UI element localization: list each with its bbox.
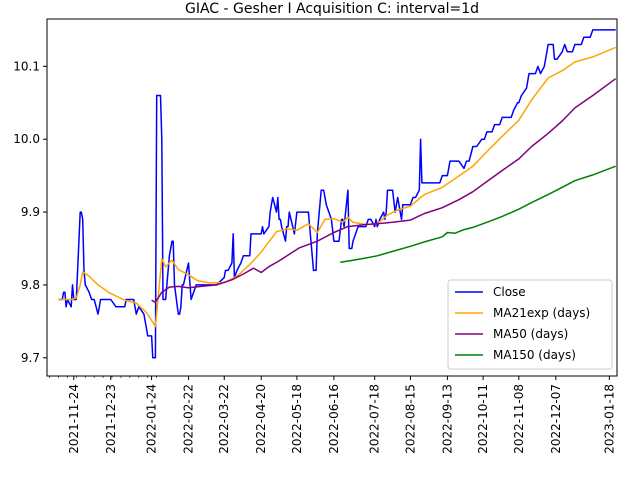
- legend-label: MA50 (days): [493, 327, 568, 341]
- y-tick-label: 9.9: [21, 205, 40, 219]
- x-tick-label: 2022-08-15: [403, 384, 417, 454]
- legend-label: Close: [493, 285, 526, 299]
- x-tick-label: 2022-05-18: [290, 384, 304, 454]
- x-tick-label: 2022-12-07: [549, 384, 563, 454]
- x-tick-label: 2021-12-23: [104, 384, 118, 454]
- x-tick-label: 2022-01-24: [145, 384, 159, 454]
- x-tick-label: 2022-11-08: [512, 384, 526, 454]
- x-tick-label: 2023-01-18: [602, 384, 616, 454]
- y-axis: 9.7 9.8 9.9 10.0 10.1: [13, 59, 47, 365]
- series-line-2: [151, 78, 617, 304]
- plot-lines: [58, 29, 617, 359]
- series-line-1: [58, 46, 616, 328]
- y-tick-label: 9.7: [21, 351, 40, 365]
- series-line-0: [58, 29, 616, 359]
- x-tick-label: 2022-02-22: [182, 384, 196, 454]
- series-line-3: [340, 165, 616, 264]
- x-tick-label: 2022-06-16: [327, 384, 341, 454]
- legend: Close MA21exp (days) MA50 (days) MA150 (day…: [447, 279, 613, 370]
- x-tick-label: 2021-11-24: [67, 384, 81, 454]
- y-tick-label: 10.0: [13, 132, 40, 146]
- x-tick-label: 2022-10-11: [476, 384, 490, 454]
- chart-title: GIAC - Gesher I Acquisition C: interval=…: [185, 1, 479, 17]
- x-axis: 2021-11-24 2021-12-23 2022-01-24 2022-02-22…: [49, 376, 616, 454]
- x-tick-label: 2022-03-22: [217, 384, 231, 454]
- legend-label: MA21exp (days): [493, 306, 590, 320]
- x-tick-label: 2022-04-20: [254, 384, 268, 454]
- y-tick-label: 9.8: [21, 278, 40, 292]
- legend-label: MA150 (days): [493, 348, 576, 362]
- x-tick-label: 2022-09-13: [440, 384, 454, 454]
- legend-box: [447, 279, 613, 370]
- plot-frame: [46, 18, 618, 377]
- x-tick-label: 2022-07-18: [368, 384, 382, 454]
- y-tick-label: 10.1: [13, 59, 40, 73]
